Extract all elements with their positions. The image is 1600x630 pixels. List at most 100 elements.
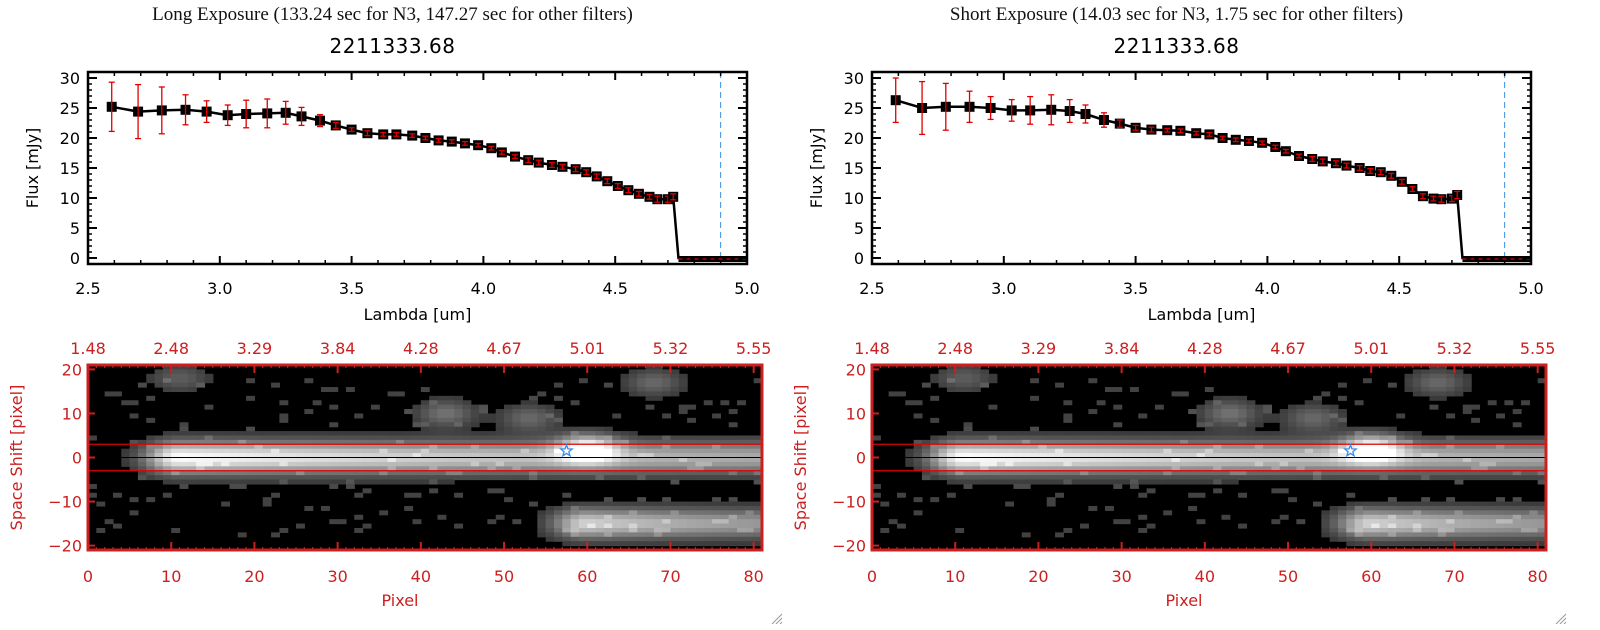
image-pixel bbox=[1396, 435, 1406, 441]
image-pixel bbox=[420, 457, 430, 463]
image-pixel bbox=[1454, 523, 1464, 529]
image-pixel bbox=[1487, 457, 1497, 463]
image-pixel bbox=[720, 527, 730, 533]
image-pixel bbox=[955, 435, 965, 441]
image-pixel bbox=[196, 461, 206, 467]
image-pixel bbox=[712, 439, 721, 445]
image-pixel bbox=[670, 519, 680, 525]
image-pixel bbox=[1379, 453, 1389, 459]
image-pixel bbox=[1163, 431, 1173, 437]
image-pixel bbox=[1354, 448, 1364, 454]
image-pixel bbox=[1362, 501, 1372, 507]
image-pixel bbox=[437, 417, 447, 423]
image-pixel bbox=[1346, 466, 1356, 472]
image-pixel bbox=[137, 439, 147, 445]
image-pixel bbox=[1354, 466, 1364, 472]
image-pixel bbox=[1313, 400, 1322, 406]
image-pixel bbox=[387, 431, 397, 437]
image-pixel bbox=[1487, 435, 1497, 441]
image-pixel bbox=[971, 373, 981, 379]
image-pixel bbox=[479, 466, 489, 472]
x-tick-label: 3.0 bbox=[207, 279, 232, 298]
image-pixel bbox=[237, 435, 247, 441]
image-pixel bbox=[462, 461, 472, 467]
image-pixel bbox=[1354, 475, 1364, 481]
image-pixel bbox=[1188, 492, 1198, 498]
image-pixel bbox=[1138, 453, 1148, 459]
image-pixel bbox=[171, 382, 181, 388]
image-pixel bbox=[1529, 501, 1539, 507]
image-pixel bbox=[462, 470, 472, 476]
image-pixel bbox=[1412, 523, 1422, 529]
image-pixel bbox=[712, 497, 721, 503]
image-pixel bbox=[578, 435, 588, 441]
image-pixel bbox=[137, 453, 147, 459]
image-pixel bbox=[479, 439, 489, 445]
image-pixel bbox=[745, 541, 755, 547]
resize-grip-icon[interactable] bbox=[1554, 612, 1566, 624]
image-pixel bbox=[320, 479, 330, 485]
image-pixel bbox=[753, 470, 763, 476]
image-pixel bbox=[553, 457, 563, 463]
image-pixel bbox=[653, 373, 663, 379]
image-pixel bbox=[262, 448, 272, 454]
image-pixel bbox=[1337, 426, 1347, 432]
image-pixel bbox=[1021, 475, 1031, 481]
image-pixel bbox=[1404, 470, 1414, 476]
image-pixel bbox=[703, 505, 713, 511]
image-pixel bbox=[678, 378, 688, 384]
image-pixel bbox=[1446, 439, 1456, 445]
resize-grip-icon[interactable] bbox=[770, 612, 782, 624]
image-pixel bbox=[520, 426, 530, 432]
image-pixel bbox=[595, 439, 605, 445]
image-pixel bbox=[1337, 413, 1347, 419]
image-pixel bbox=[720, 501, 730, 507]
image-pixel bbox=[645, 505, 655, 511]
image-pixel bbox=[595, 470, 605, 476]
image-pixel bbox=[162, 470, 172, 476]
image-pixel bbox=[237, 461, 247, 467]
image-pixel bbox=[728, 461, 738, 467]
image-pixel bbox=[1412, 510, 1422, 516]
image-pixel bbox=[345, 470, 355, 476]
image-pixel bbox=[1479, 475, 1489, 481]
image-pixel bbox=[1196, 457, 1206, 463]
image-pixel bbox=[612, 448, 622, 454]
image-pixel bbox=[1346, 519, 1356, 525]
image-pixel bbox=[121, 448, 131, 454]
image-pixel bbox=[462, 435, 472, 441]
image-pixel bbox=[1071, 435, 1081, 441]
image-pixel bbox=[454, 461, 464, 467]
image-pixel bbox=[187, 378, 197, 384]
image-pixel bbox=[637, 439, 647, 445]
image-pixel bbox=[946, 373, 956, 379]
image-pixel bbox=[612, 510, 622, 516]
image-pixel bbox=[537, 404, 547, 410]
image-pixel bbox=[1213, 413, 1223, 419]
image-pixel bbox=[1038, 439, 1048, 445]
image-pixel bbox=[320, 387, 330, 393]
image-pixel bbox=[620, 536, 630, 542]
image-pixel bbox=[1496, 457, 1505, 463]
image-pixel bbox=[1471, 532, 1481, 538]
image-pixel bbox=[1412, 391, 1422, 397]
image-pixel bbox=[587, 461, 597, 467]
image-pixel bbox=[1304, 475, 1314, 481]
image-pixel bbox=[1080, 431, 1089, 437]
image-pixel bbox=[1229, 457, 1239, 463]
image-pixel bbox=[1171, 435, 1181, 441]
image-pixel bbox=[662, 378, 672, 384]
image-pixel bbox=[1429, 501, 1439, 507]
image-pixel bbox=[1063, 527, 1073, 533]
image-pixel bbox=[728, 466, 738, 472]
image-pixel bbox=[1104, 461, 1114, 467]
image-pixel bbox=[553, 439, 563, 445]
image-pixel bbox=[1154, 435, 1164, 441]
image-pixel bbox=[1196, 413, 1206, 419]
image-pixel bbox=[462, 422, 472, 428]
image-pixel bbox=[670, 470, 680, 476]
image-pixel bbox=[279, 400, 289, 406]
image-pixel bbox=[337, 461, 347, 467]
image-pixel bbox=[196, 373, 206, 379]
image-pixel bbox=[537, 413, 547, 419]
